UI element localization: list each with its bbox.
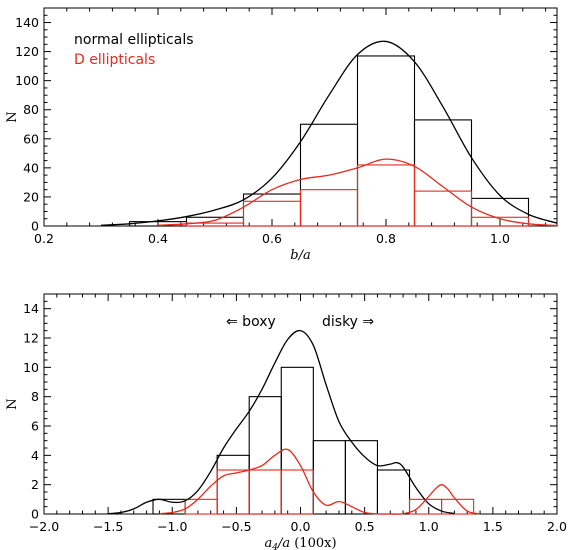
y-tick-label: 0 <box>31 219 39 234</box>
hist-bar-normal <box>312 440 346 515</box>
annotation-disky: disky ⇒ <box>322 314 374 330</box>
y-tick-label: 20 <box>23 189 39 204</box>
x-tick-label: −1.0 <box>157 519 187 534</box>
hist-bar-normal <box>356 55 416 227</box>
y-tick-label: 12 <box>23 331 39 346</box>
x-tick-label: 0.8 <box>376 231 396 246</box>
hist-bar-d <box>356 164 416 227</box>
legend-normal-ellipticals: normal ellipticals <box>74 32 194 48</box>
hist-bar-normal <box>280 366 314 515</box>
x-tick-label: 0.4 <box>148 231 168 246</box>
x-axis-label-top: b/a <box>290 248 310 263</box>
y-tick-label: 80 <box>23 102 39 117</box>
x-tick-label: −1.5 <box>93 519 123 534</box>
x-tick-label: 0.0 <box>291 519 311 534</box>
x-axis-label-bottom: a4/a (100x) <box>264 536 336 550</box>
kde-curves-top <box>100 40 558 227</box>
kde-curve-normal <box>100 40 558 226</box>
y-tick-label: 2 <box>31 477 39 492</box>
y-tick-label: 140 <box>15 15 39 30</box>
y-tick-label: 60 <box>23 131 39 146</box>
histograms-bottom <box>152 366 475 515</box>
y-tick-label: 14 <box>23 301 39 316</box>
y-tick-label: 0 <box>31 507 39 522</box>
kde-curve-normal <box>108 329 455 515</box>
x-tick-label: 2.0 <box>547 519 567 534</box>
kde-curve-d <box>159 448 481 515</box>
axis-ticks-bottom: −2.0 −1.5 −1.0 −0.5 0.0 0.5 1.0 1.5 2.0 0 2 4 6 8 10 12… <box>23 293 567 534</box>
hist-bar-normal <box>413 119 473 227</box>
y-tick-label: 100 <box>15 73 39 88</box>
y-axis-label-bottom: N <box>5 398 20 409</box>
plot-frame-bottom <box>43 293 558 515</box>
hist-bar-d <box>280 469 314 515</box>
hist-bar-d <box>248 469 282 515</box>
hist-bar-normal <box>185 216 245 227</box>
hist-bar-d <box>408 498 443 515</box>
hist-bar-d <box>184 498 218 515</box>
kde-curves-bottom <box>108 329 481 515</box>
x-tick-label: 1.0 <box>419 519 439 534</box>
legend-d-ellipticals: D ellipticals <box>74 52 155 68</box>
hist-bar-d <box>413 190 473 227</box>
hist-bar-d <box>441 498 475 515</box>
hist-bar-normal <box>248 396 282 515</box>
kde-curve-d <box>157 158 558 227</box>
hist-bar-normal <box>216 454 250 515</box>
x-tick-label: 0.2 <box>34 231 54 246</box>
x-tick-label: 0.5 <box>355 519 375 534</box>
y-tick-label: 8 <box>31 389 39 404</box>
y-tick-label: 4 <box>31 448 39 463</box>
x-tick-label: 0.6 <box>262 231 282 246</box>
y-tick-label: 6 <box>31 419 39 434</box>
y-tick-label: 120 <box>15 44 39 59</box>
hist-bar-normal <box>376 469 411 515</box>
hist-bar-d <box>470 216 530 227</box>
x-tick-label: 1.5 <box>483 519 503 534</box>
hist-bar-normal <box>344 440 379 515</box>
y-tick-label: 40 <box>23 160 39 175</box>
y-tick-label: 10 <box>23 360 39 375</box>
histograms-top <box>128 55 530 227</box>
x-tick-label: −0.5 <box>221 519 251 534</box>
y-axis-label-top: N <box>5 111 20 122</box>
x-tick-label: −2.0 <box>29 519 59 534</box>
x-tick-label: 1.0 <box>490 231 510 246</box>
axis-ticks-top: 0.2 0.4 0.6 0.8 1.0 0 20 40 60 80 100 120 140 <box>15 7 557 246</box>
hist-bar-d <box>299 189 359 227</box>
annotation-boxy: ⇐ boxy <box>226 314 276 330</box>
bottom-panel: −2.0 −1.5 −1.0 −0.5 0.0 0.5 1.0 1.5 2.0 0 2 4 6 8 10 12… <box>5 293 567 550</box>
